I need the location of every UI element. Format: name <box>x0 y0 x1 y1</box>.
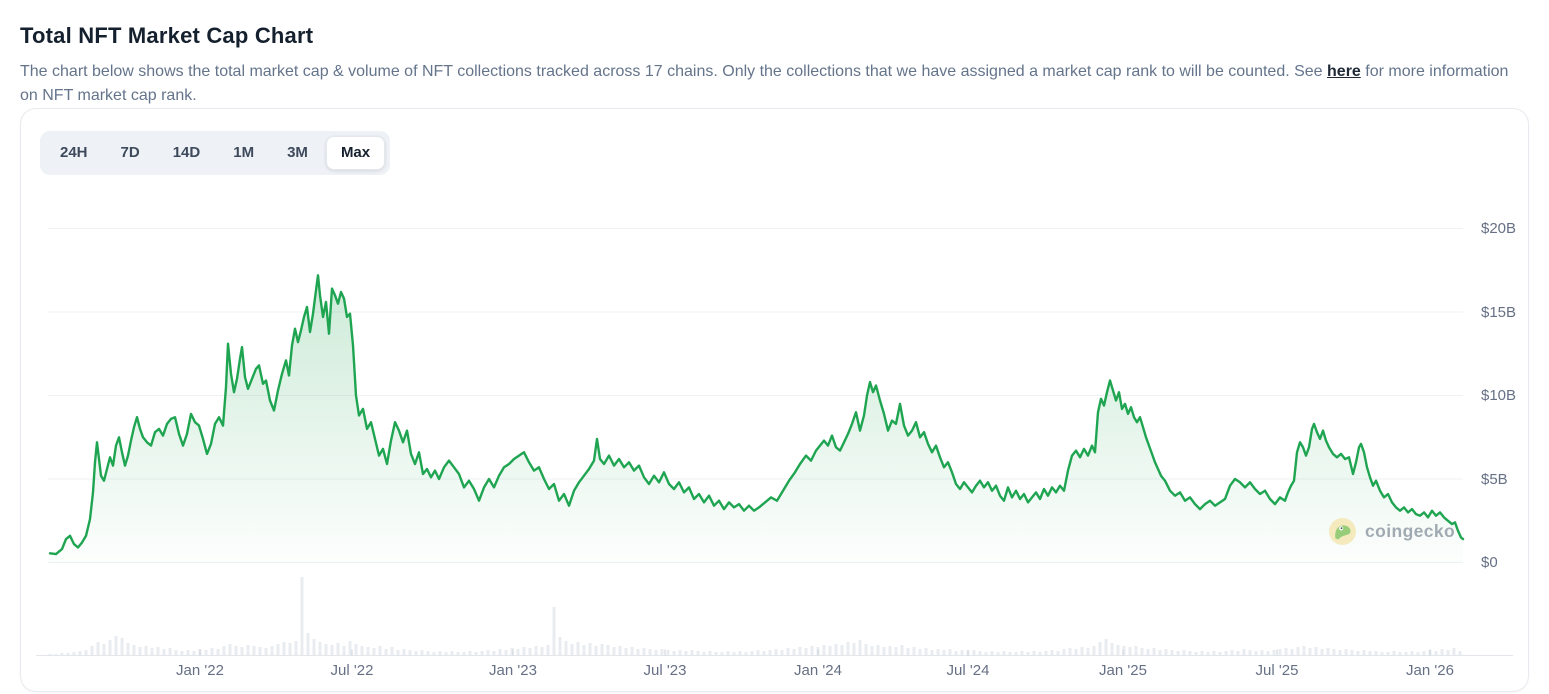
gecko-logo-icon <box>1329 518 1356 545</box>
y-axis-label-15b: $15B <box>1481 304 1517 321</box>
description-text-before: The chart below shows the total market c… <box>20 63 1323 80</box>
x-axis-label-jan25: Jan '25 <box>1099 662 1147 679</box>
x-axis-label-jan23: Jan '23 <box>489 662 537 679</box>
range-button-3m[interactable]: 3M <box>272 136 323 170</box>
y-axis-label-10b: $10B <box>1481 387 1517 404</box>
page-description: The chart below shows the total market c… <box>20 60 1526 107</box>
x-axis-label-jan22: Jan '22 <box>176 662 224 679</box>
y-axis-label-0: $0 <box>1481 554 1498 571</box>
chart-card <box>20 108 1529 692</box>
range-button-14d[interactable]: 14D <box>158 136 216 170</box>
x-axis-label-jul24: Jul '24 <box>946 662 990 679</box>
range-button-1m[interactable]: 1M <box>218 136 269 170</box>
coingecko-watermark: coingecko <box>1329 518 1455 545</box>
x-axis-label-jul25: Jul '25 <box>1255 662 1299 679</box>
x-axis-label-jul22: Jul '22 <box>330 662 374 679</box>
description-text-after: for more information on NFT market cap r… <box>20 63 1509 104</box>
here-link[interactable]: here <box>1327 63 1361 80</box>
x-axis-label-jan26: Jan '26 <box>1406 662 1454 679</box>
page-title: Total NFT Market Cap Chart <box>20 22 314 48</box>
time-range-selector: 24H 7D 14D 1M 3M Max <box>40 131 391 175</box>
x-axis-label-jul23: Jul '23 <box>643 662 687 679</box>
y-axis-label-5b: $5B <box>1481 471 1508 488</box>
y-axis-label-20b: $20B <box>1481 220 1517 237</box>
range-button-7d[interactable]: 7D <box>106 136 155 170</box>
watermark-label: coingecko <box>1365 521 1456 541</box>
range-button-max[interactable]: Max <box>325 136 386 170</box>
range-button-24h[interactable]: 24H <box>45 136 103 170</box>
x-axis-label-jan24: Jan '24 <box>794 662 842 679</box>
